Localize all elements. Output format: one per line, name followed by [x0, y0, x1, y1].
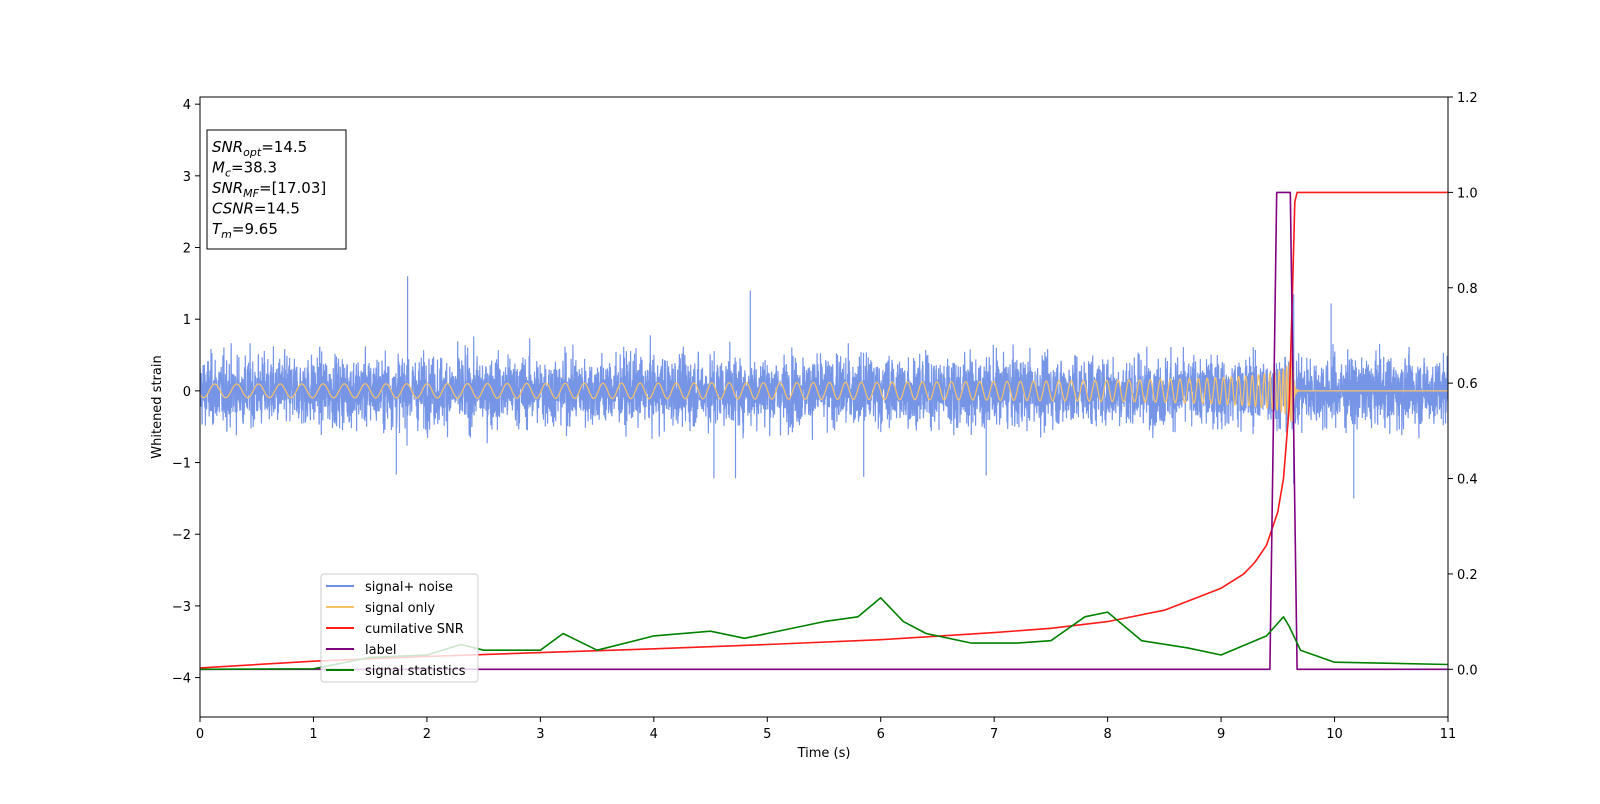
- y-tick-label: 0: [183, 385, 191, 400]
- y-tick-label: −2: [172, 528, 191, 543]
- info-line: CSNR=14.5: [212, 200, 300, 218]
- y-tick-label: 1: [183, 313, 191, 328]
- y-tick-label: 4: [183, 98, 191, 113]
- x-axis-label: Time (s): [797, 746, 851, 761]
- legend-label: signal+ noise: [365, 580, 453, 595]
- x-tick-label: 4: [650, 727, 658, 742]
- legend-frame: [320, 573, 479, 683]
- info-line: SNRopt=14.5: [212, 138, 307, 159]
- legend-label: signal only: [365, 601, 435, 616]
- info-line: Tm=9.65: [212, 220, 278, 241]
- y-axis-label: Whitened strain: [150, 355, 165, 458]
- x-tick-label: 10: [1326, 727, 1343, 742]
- x-tick-label: 8: [1103, 727, 1111, 742]
- y2-tick-label: 0.2: [1457, 568, 1478, 583]
- y-tick-label: 2: [183, 242, 191, 257]
- y-tick-label: −3: [172, 600, 191, 615]
- x-tick-label: 0: [196, 727, 204, 742]
- series-layer: [200, 191, 1448, 671]
- series-label: [200, 191, 1448, 671]
- x-tick-label: 1: [309, 727, 317, 742]
- info-box-frame: [206, 129, 347, 250]
- y2-tick-label: 0.6: [1457, 377, 1478, 392]
- y-axis-left: −4 −3 −2 −1 0 1 2 3 4: [172, 98, 200, 687]
- plot-frame: [199, 96, 1449, 718]
- legend-label: label: [365, 643, 396, 658]
- x-tick-label: 11: [1440, 727, 1457, 742]
- info-line: Mc=38.3: [212, 159, 277, 180]
- x-axis: 0 1 2 3 4 5 6 7 8 9 10 11: [196, 717, 1456, 742]
- y2-tick-label: 0.4: [1457, 473, 1478, 488]
- series-signal-statistics: [200, 597, 1448, 671]
- x-tick-label: 5: [763, 727, 771, 742]
- legend-label: signal statistics: [365, 664, 466, 679]
- legend: signal+ noise signal only cumilative SNR la…: [320, 573, 479, 683]
- y2-tick-label: 0.8: [1457, 282, 1478, 297]
- x-tick-label: 3: [536, 727, 544, 742]
- info-box: SNRopt=14.5Mc=38.3SNRMF=[17.03]CSNR=14.5…: [206, 129, 347, 250]
- x-tick-label: 7: [990, 727, 998, 742]
- x-tick-label: 2: [423, 727, 431, 742]
- series-signal-only: [200, 356, 1448, 422]
- y-tick-label: −4: [172, 672, 191, 687]
- y2-tick-label: 1.0: [1457, 186, 1478, 201]
- y-tick-label: 3: [183, 170, 191, 185]
- x-tick-label: 6: [877, 727, 885, 742]
- legend-label: cumilative SNR: [365, 622, 464, 637]
- y-axis-right: 0.0 0.2 0.4 0.6 0.8 1.0 1.2: [1448, 91, 1478, 678]
- y2-tick-label: 1.2: [1457, 91, 1478, 106]
- x-tick-label: 9: [1217, 727, 1225, 742]
- y-tick-label: −1: [172, 457, 191, 472]
- info-line: SNRMF=[17.03]: [212, 179, 326, 200]
- y2-tick-label: 0.0: [1457, 663, 1478, 678]
